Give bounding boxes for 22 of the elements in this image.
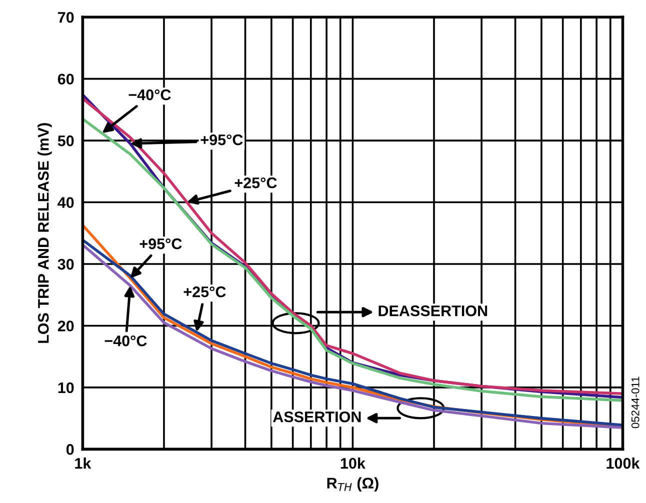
- annotation: +25°C: [184, 286, 226, 298]
- annotation: ASSERTION: [272, 411, 361, 422]
- y-tick-label: 0: [66, 444, 74, 455]
- x-axis-title: R$_{TH}$ (Ω): [327, 477, 378, 492]
- y-tick-label: 20: [58, 320, 74, 332]
- x-tick-label: 100k: [606, 458, 640, 469]
- y-tick-label: 30: [58, 258, 74, 270]
- text: 05244-011: [631, 376, 640, 428]
- annotation: DEASSERTION: [378, 305, 488, 316]
- annotation: −40°C: [104, 335, 147, 346]
- annotation: +25°C: [234, 177, 277, 188]
- y-tick-label: 60: [58, 74, 74, 85]
- y-tick-label: 50: [58, 135, 74, 146]
- y-tick-label: 70: [58, 12, 74, 23]
- x-tick-label: 1k: [75, 458, 92, 469]
- y-tick-label: 40: [58, 197, 74, 208]
- annotation: +95°C: [140, 238, 182, 250]
- x-tick-label: 10k: [340, 458, 366, 469]
- annotation: −40°C: [128, 89, 171, 100]
- y-axis-title: LOS TRIP AND RELEASE (mV): [38, 123, 52, 343]
- y-tick-label: 10: [58, 382, 74, 394]
- annotation: +95°C: [200, 134, 243, 146]
